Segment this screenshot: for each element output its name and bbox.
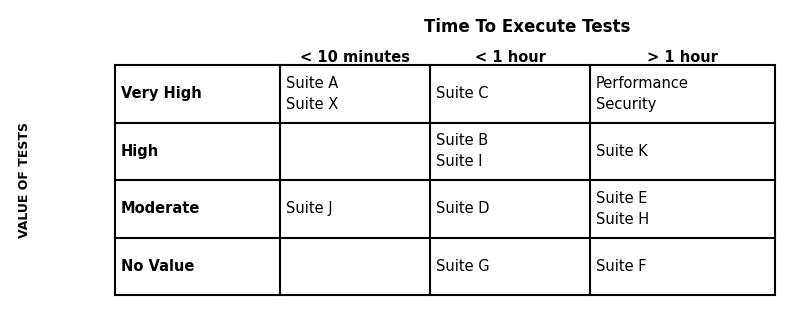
Text: Suite K: Suite K (596, 144, 648, 159)
Text: Moderate: Moderate (121, 201, 200, 216)
Text: Performance
Security: Performance Security (596, 76, 689, 112)
Text: Suite F: Suite F (596, 259, 646, 274)
Text: Very High: Very High (121, 86, 202, 101)
Text: VALUE OF TESTS: VALUE OF TESTS (18, 122, 31, 238)
Text: Suite D: Suite D (436, 201, 490, 216)
Text: No Value: No Value (121, 259, 194, 274)
Text: Suite E
Suite H: Suite E Suite H (596, 191, 649, 227)
Text: Suite C: Suite C (436, 86, 489, 101)
Text: < 1 hour: < 1 hour (474, 50, 546, 65)
Text: Suite A
Suite X: Suite A Suite X (286, 76, 338, 112)
Text: Suite G: Suite G (436, 259, 490, 274)
Text: Time To Execute Tests: Time To Execute Tests (424, 18, 630, 36)
Text: High: High (121, 144, 159, 159)
Text: < 10 minutes: < 10 minutes (300, 50, 410, 65)
Text: > 1 hour: > 1 hour (647, 50, 718, 65)
Text: Suite B
Suite I: Suite B Suite I (436, 133, 488, 169)
Bar (115, 65, 775, 295)
Text: Suite J: Suite J (286, 201, 333, 216)
